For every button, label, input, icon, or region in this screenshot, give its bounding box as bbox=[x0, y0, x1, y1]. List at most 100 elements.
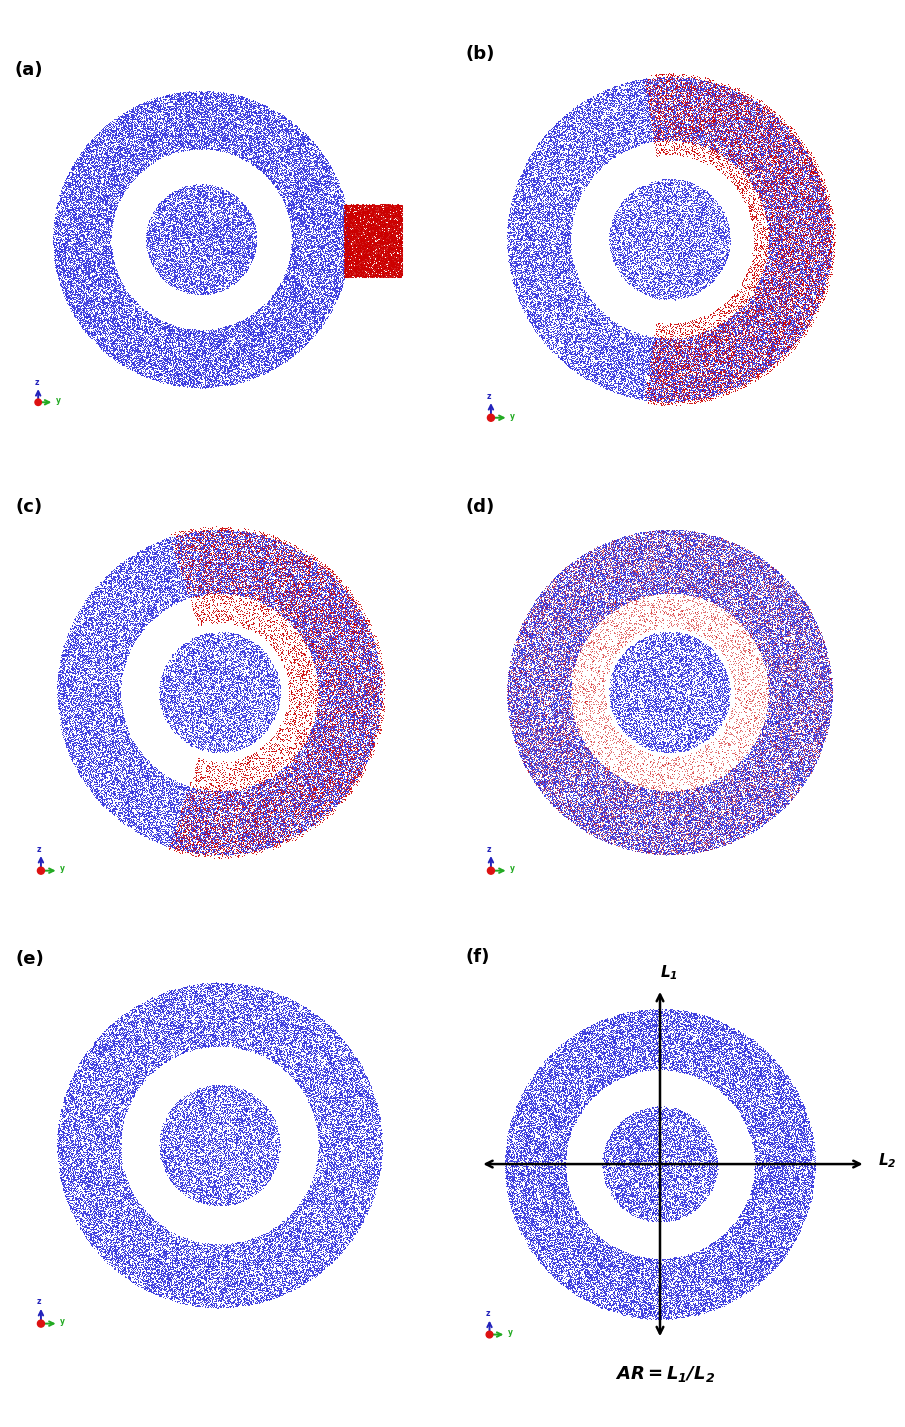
Point bbox=[558, 692, 573, 715]
Point bbox=[126, 1263, 140, 1286]
Point bbox=[560, 669, 575, 692]
Point bbox=[125, 1013, 139, 1036]
Point bbox=[310, 1150, 324, 1173]
Point bbox=[692, 241, 707, 264]
Point bbox=[726, 1244, 740, 1267]
Point bbox=[623, 668, 637, 691]
Point bbox=[633, 1163, 647, 1186]
Point bbox=[95, 775, 110, 798]
Point bbox=[260, 811, 274, 833]
Point bbox=[646, 247, 661, 270]
Point bbox=[163, 1167, 177, 1190]
Point bbox=[707, 120, 721, 143]
Point bbox=[223, 1164, 237, 1187]
Point bbox=[703, 674, 718, 696]
Point bbox=[576, 358, 590, 381]
Point bbox=[167, 374, 181, 397]
Point bbox=[214, 1096, 228, 1119]
Point bbox=[118, 648, 132, 671]
Point bbox=[518, 1172, 532, 1194]
Point bbox=[216, 621, 231, 644]
Point bbox=[624, 539, 639, 562]
Point bbox=[784, 295, 798, 318]
Point bbox=[729, 759, 744, 782]
Point bbox=[249, 1123, 263, 1146]
Point bbox=[193, 689, 207, 712]
Point bbox=[136, 1236, 150, 1259]
Point bbox=[609, 1187, 624, 1210]
Point bbox=[676, 285, 691, 308]
Point bbox=[307, 213, 321, 235]
Point bbox=[194, 244, 208, 267]
Point bbox=[798, 313, 813, 335]
Point bbox=[213, 358, 227, 381]
Point bbox=[386, 228, 400, 251]
Point bbox=[586, 549, 601, 572]
Point bbox=[337, 1214, 351, 1237]
Point bbox=[324, 791, 338, 813]
Point bbox=[195, 97, 209, 120]
Point bbox=[738, 130, 752, 153]
Point bbox=[268, 798, 282, 821]
Point bbox=[118, 631, 132, 654]
Point bbox=[747, 217, 761, 240]
Point bbox=[664, 738, 679, 761]
Point bbox=[341, 197, 356, 220]
Point bbox=[708, 97, 722, 120]
Point bbox=[289, 615, 303, 638]
Point bbox=[268, 340, 282, 362]
Point bbox=[726, 118, 740, 141]
Point bbox=[243, 348, 257, 371]
Point bbox=[510, 1193, 525, 1216]
Point bbox=[153, 143, 167, 166]
Point bbox=[675, 624, 690, 646]
Point bbox=[654, 83, 669, 106]
Point bbox=[167, 358, 182, 381]
Point bbox=[309, 625, 323, 648]
Point bbox=[810, 285, 824, 308]
Point bbox=[262, 124, 277, 147]
Point bbox=[610, 805, 624, 828]
Point bbox=[253, 835, 268, 858]
Point bbox=[370, 261, 385, 284]
Point bbox=[782, 1227, 796, 1250]
Point bbox=[85, 233, 100, 255]
Point bbox=[787, 251, 802, 274]
Point bbox=[769, 288, 784, 311]
Point bbox=[224, 646, 239, 669]
Point bbox=[115, 1213, 129, 1236]
Point bbox=[757, 352, 771, 375]
Point bbox=[318, 173, 332, 195]
Point bbox=[762, 798, 776, 821]
Point bbox=[653, 311, 667, 334]
Point bbox=[57, 1156, 71, 1179]
Point bbox=[539, 762, 554, 785]
Point bbox=[323, 176, 338, 198]
Point bbox=[755, 719, 769, 742]
Point bbox=[83, 1107, 98, 1130]
Point bbox=[549, 114, 564, 137]
Point bbox=[183, 1019, 197, 1042]
Point bbox=[226, 766, 241, 789]
Point bbox=[355, 1107, 369, 1130]
Point bbox=[210, 90, 224, 113]
Point bbox=[668, 347, 682, 370]
Point bbox=[625, 374, 640, 397]
Point bbox=[688, 1013, 702, 1036]
Point bbox=[181, 1243, 195, 1266]
Point bbox=[585, 317, 599, 340]
Point bbox=[567, 358, 582, 381]
Point bbox=[705, 578, 719, 601]
Point bbox=[757, 595, 771, 618]
Point bbox=[246, 701, 261, 723]
Point bbox=[278, 1026, 292, 1049]
Point bbox=[563, 775, 577, 798]
Point bbox=[746, 131, 760, 154]
Point bbox=[663, 699, 678, 722]
Point bbox=[646, 711, 661, 733]
Point bbox=[97, 602, 111, 625]
Point bbox=[286, 651, 300, 674]
Point bbox=[766, 348, 780, 371]
Point bbox=[793, 661, 807, 684]
Point bbox=[214, 1026, 228, 1049]
